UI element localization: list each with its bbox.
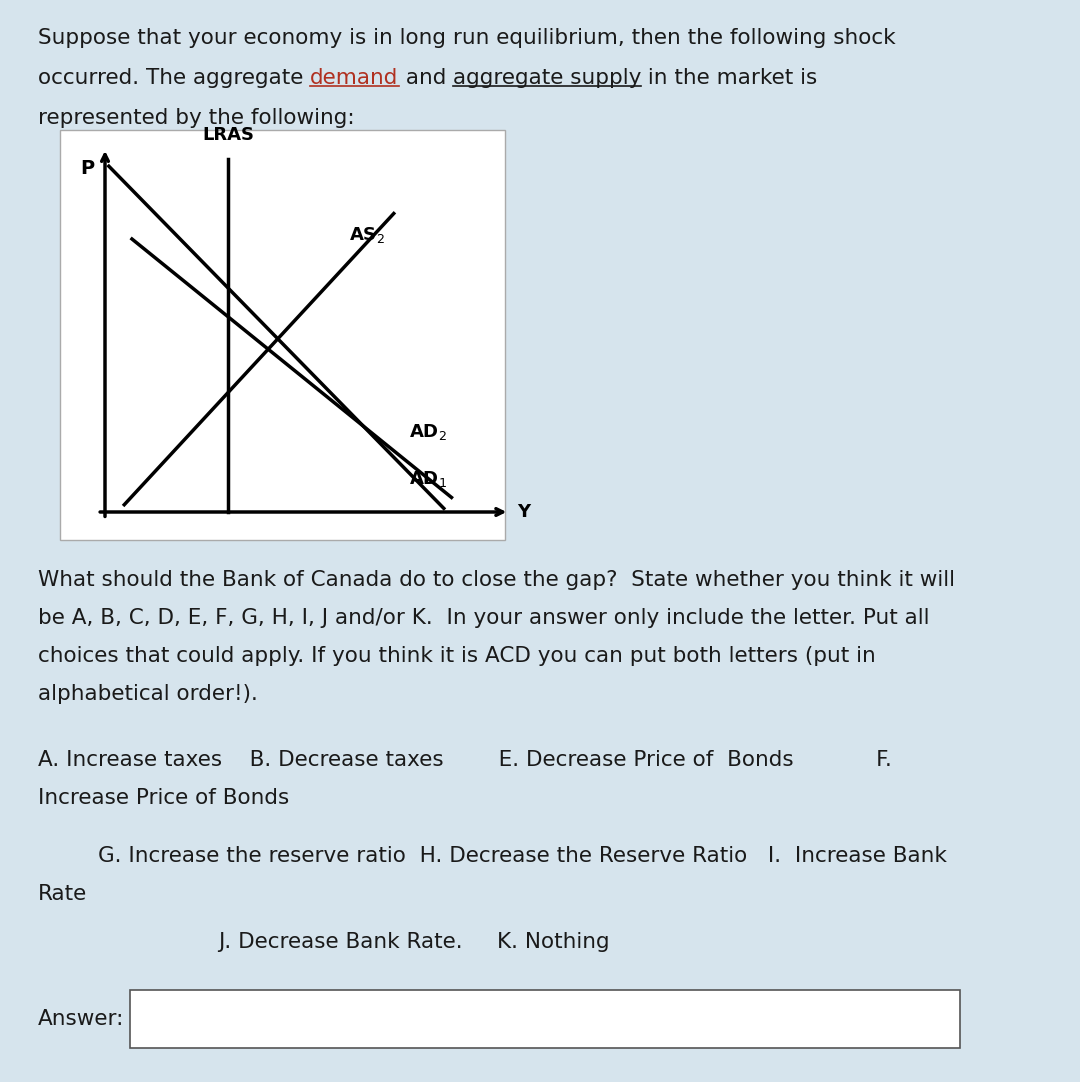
Bar: [60, 130, 505, 540]
Text: alphabetical order!).: alphabetical order!).: [38, 684, 258, 704]
Text: choices that could apply. If you think it is ACD you can put both letters (put i: choices that could apply. If you think i…: [38, 646, 876, 667]
Text: in the market is: in the market is: [642, 68, 818, 88]
Text: Rate: Rate: [38, 884, 87, 903]
Text: AD$_1$: AD$_1$: [409, 470, 447, 489]
Text: AS$_2$: AS$_2$: [349, 225, 384, 245]
Text: represented by the following:: represented by the following:: [38, 108, 354, 128]
Text: P: P: [80, 159, 94, 177]
Text: Suppose that your economy is in long run equilibrium, then the following shock: Suppose that your economy is in long run…: [38, 28, 895, 48]
Text: G. Increase the reserve ratio  H. Decrease the Reserve Ratio   I.  Increase Bank: G. Increase the reserve ratio H. Decreas…: [98, 846, 947, 866]
Text: demand: demand: [310, 68, 399, 88]
Bar: [130, 990, 960, 1048]
Text: aggregate supply: aggregate supply: [453, 68, 642, 88]
Text: What should the Bank of Canada do to close the gap?  State whether you think it : What should the Bank of Canada do to clo…: [38, 570, 955, 590]
Text: A. Increase taxes    B. Decrease taxes        E. Decrease Price of  Bonds       : A. Increase taxes B. Decrease taxes E. D…: [38, 750, 892, 770]
Text: AD$_2$: AD$_2$: [409, 422, 447, 441]
Text: J. Decrease Bank Rate.     K. Nothing: J. Decrease Bank Rate. K. Nothing: [218, 932, 609, 952]
Text: Y: Y: [517, 503, 530, 522]
Text: be A, B, C, D, E, F, G, H, I, J and/or K.  In your answer only include the lette: be A, B, C, D, E, F, G, H, I, J and/or K…: [38, 608, 930, 628]
Text: Answer:: Answer:: [38, 1010, 124, 1029]
Text: Increase Price of Bonds: Increase Price of Bonds: [38, 788, 289, 808]
Text: occurred. The aggregate: occurred. The aggregate: [38, 68, 310, 88]
Text: LRAS: LRAS: [202, 126, 254, 144]
Text: and: and: [399, 68, 453, 88]
